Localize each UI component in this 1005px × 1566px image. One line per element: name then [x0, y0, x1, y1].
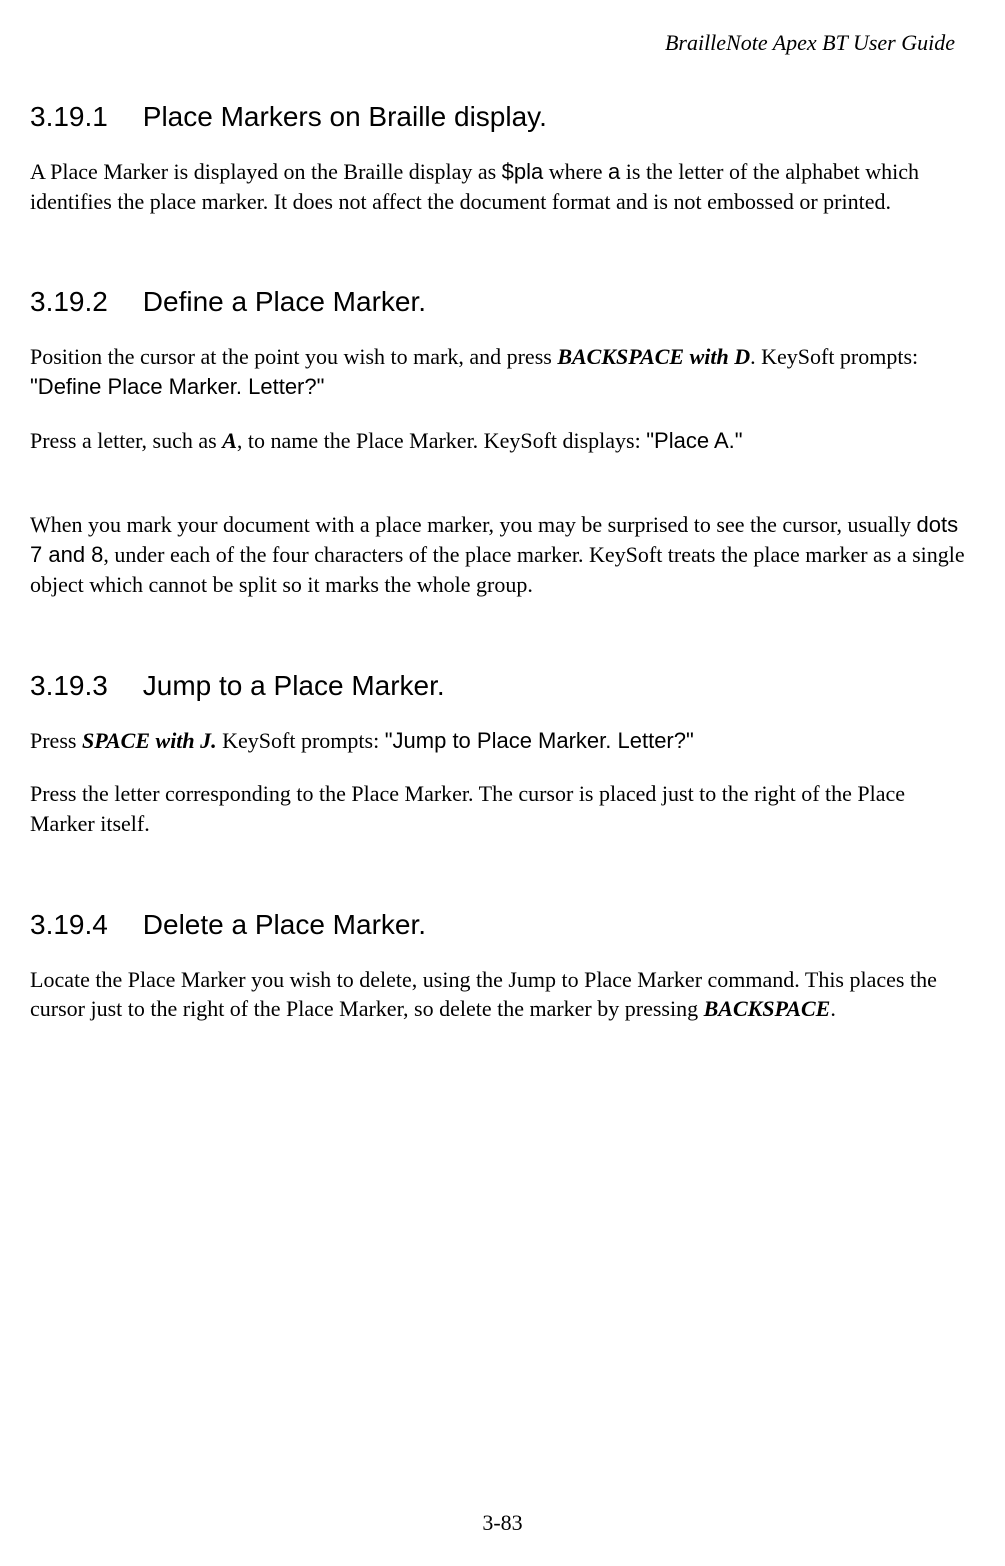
text-run: . KeySoft prompts: — [750, 344, 918, 369]
key-command: BACKSPACE — [704, 996, 831, 1021]
key-command: A — [222, 428, 237, 453]
section-3-19-4: 3.19.4 Delete a Place Marker. Locate the… — [30, 909, 975, 1024]
prompt-text: "Define Place Marker. Letter?" — [30, 374, 324, 399]
code-text: a — [608, 159, 620, 184]
text-run: KeySoft prompts: — [217, 728, 385, 753]
text-run: When you mark your document with a place… — [30, 512, 917, 537]
section-number: 3.19.3 — [30, 670, 135, 702]
prompt-text: "Jump to Place Marker. Letter?" — [385, 728, 694, 753]
section-number: 3.19.2 — [30, 286, 135, 318]
document-header-title: BrailleNote Apex BT User Guide — [30, 30, 975, 56]
body-paragraph: Press SPACE with J. KeySoft prompts: "Ju… — [30, 726, 975, 756]
section-heading: 3.19.3 Jump to a Place Marker. — [30, 670, 975, 702]
body-paragraph: Press the letter corresponding to the Pl… — [30, 779, 975, 838]
text-run: Press — [30, 728, 82, 753]
body-paragraph: Press a letter, such as A, to name the P… — [30, 426, 975, 456]
text-run: . — [830, 996, 836, 1021]
section-number: 3.19.1 — [30, 101, 135, 133]
key-command: BACKSPACE with D — [557, 344, 750, 369]
section-title: Define a Place Marker. — [143, 286, 426, 317]
key-command: SPACE with J. — [82, 728, 217, 753]
page-number: 3-83 — [0, 1510, 1005, 1536]
body-paragraph: Locate the Place Marker you wish to dele… — [30, 965, 975, 1024]
section-heading: 3.19.1 Place Markers on Braille display. — [30, 101, 975, 133]
text-run: A Place Marker is displayed on the Brail… — [30, 159, 502, 184]
section-3-19-1: 3.19.1 Place Markers on Braille display.… — [30, 101, 975, 216]
prompt-text: "Place A." — [646, 428, 742, 453]
body-paragraph: Position the cursor at the point you wis… — [30, 342, 975, 401]
section-title: Place Markers on Braille display. — [143, 101, 547, 132]
text-run: , to name the Place Marker. KeySoft disp… — [237, 428, 646, 453]
section-title: Jump to a Place Marker. — [143, 670, 445, 701]
section-heading: 3.19.2 Define a Place Marker. — [30, 286, 975, 318]
text-run: Press a letter, such as — [30, 428, 222, 453]
text-run: Position the cursor at the point you wis… — [30, 344, 557, 369]
code-text: $pla — [502, 159, 544, 184]
section-3-19-2: 3.19.2 Define a Place Marker. Position t… — [30, 286, 975, 599]
section-heading: 3.19.4 Delete a Place Marker. — [30, 909, 975, 941]
body-paragraph: When you mark your document with a place… — [30, 510, 975, 599]
section-3-19-3: 3.19.3 Jump to a Place Marker. Press SPA… — [30, 670, 975, 839]
section-title: Delete a Place Marker. — [143, 909, 426, 940]
body-paragraph: A Place Marker is displayed on the Brail… — [30, 157, 975, 216]
text-run: , under each of the four characters of t… — [30, 542, 965, 597]
text-run: where — [543, 159, 608, 184]
section-number: 3.19.4 — [30, 909, 135, 941]
